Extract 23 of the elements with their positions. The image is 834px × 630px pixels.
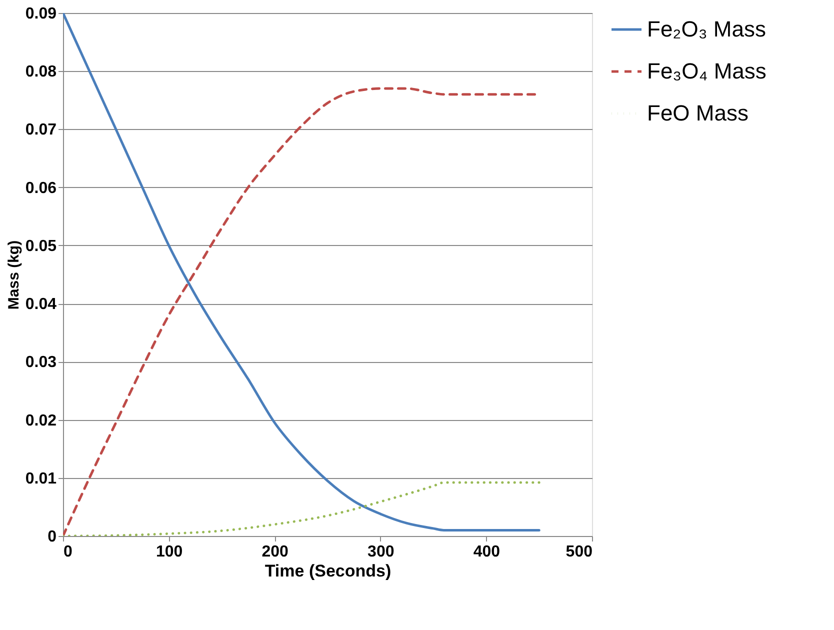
x-axis-title: Time (Seconds) — [264, 562, 392, 580]
x-tick-label: 300 — [368, 544, 394, 560]
y-tick-label: 0.03 — [25, 354, 57, 372]
y-tick-label: 0.08 — [25, 64, 57, 81]
x-tick-label: 400 — [473, 544, 500, 560]
legend-label: FeO Mass — [647, 100, 748, 126]
y-tick-label: 0.02 — [25, 412, 57, 430]
legend-label: Fe₃O₄ Mass — [647, 58, 766, 84]
y-tick-label: 0.09 — [25, 6, 57, 22]
y-axis-title: Mass (kg) — [5, 240, 22, 310]
line-series — [63, 481, 540, 536]
y-tick-label: 0.04 — [25, 296, 57, 314]
y-tick-label: 0.07 — [25, 122, 57, 139]
y-tick-label: 0 — [48, 528, 57, 546]
y-tick-label: 0.06 — [25, 180, 57, 197]
y-tick-label: 0.01 — [25, 470, 57, 488]
x-tick-label: 0 — [64, 544, 72, 560]
y-tick-label: 0.05 — [25, 238, 57, 255]
x-tick-label: 500 — [566, 544, 593, 560]
x-tick-label: 200 — [262, 544, 289, 560]
line-series — [63, 13, 540, 532]
x-tick-label: 100 — [156, 544, 183, 560]
legend-label: Fe₂O₃ Mass — [647, 16, 766, 42]
